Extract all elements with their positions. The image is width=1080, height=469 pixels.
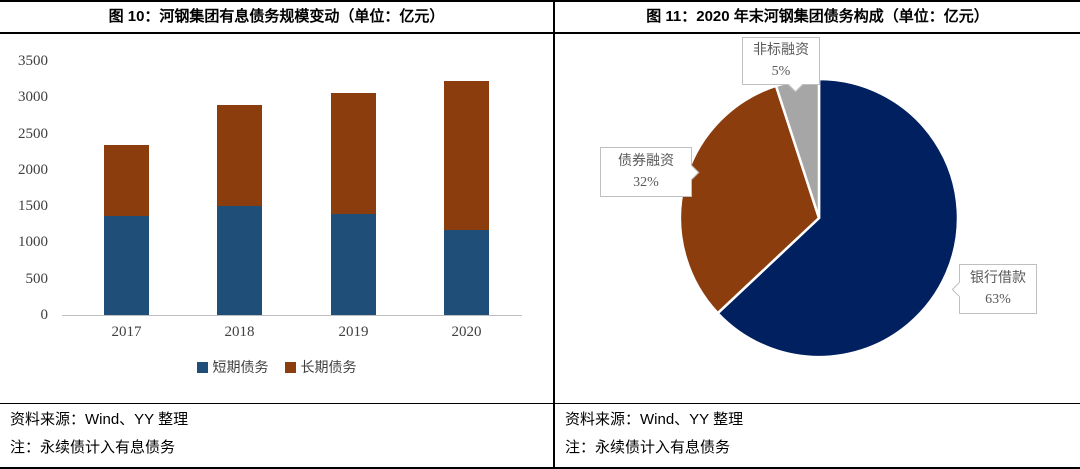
legend-label-short-term-debt: 短期债务 [212,359,269,375]
legend-label-long-term-debt: 长期债务 [300,359,357,375]
bar-segment-2018-long-term [217,104,262,207]
bar-segment-2019-long-term [331,92,376,215]
y-tick-label-0: 0 [40,307,49,323]
bar-segment-2017-short-term [104,215,149,315]
callout-bond-pct: 32% [633,175,659,190]
figure-10-title: 图 10：河钢集团有息债务规模变动（单位：亿元） [0,2,553,34]
pie-chart: 非标融资 5% 债券融资 32% 银行借款 63% [555,34,1080,403]
y-tick-label-500: 500 [25,270,49,287]
bar-segment-2020-short-term [444,230,489,315]
y-tick-label-2000: 2000 [18,161,48,178]
long-term-debt-swatch-icon [284,361,296,373]
bar-segment-2019-short-term [331,214,376,315]
bar-chart: 0 500 1000 1500 2000 2500 3000 3500 2017 2018 201… [0,34,553,403]
y-tick-label-2500: 2500 [18,125,48,142]
figure-11-title: 图 11：2020 年末河钢集团债务构成（单位：亿元） [555,2,1080,34]
note-line: 注：永续债计入有息债务 [10,439,176,456]
callout-bank-loans: 银行借款 63% [951,264,1037,314]
pie-slice-bank-loans [715,77,960,359]
category-label-2020: 2020 [451,324,482,340]
figure-10-footer: 资料来源：Wind、YY 整理 注：永续债计入有息债务 [0,403,553,467]
legend-item-short-term-debt: 短期债务 [196,357,269,377]
category-label-2018: 2018 [224,324,255,340]
category-label-2019: 2019 [338,324,369,340]
figure-11-panel: 图 11：2020 年末河钢集团债务构成（单位：亿元） 非标融资 5% 债券融资… [553,2,1080,467]
callout-nonstandard-financing: 非标融资 5% [742,37,820,93]
callout-bond-label: 债券融资 [618,154,674,169]
legend-item-long-term-debt: 长期债务 [284,357,357,377]
callout-bond-financing: 债券融资 32% [600,147,700,197]
source-line: 资料来源：Wind、YY 整理 [565,411,744,428]
y-tick-label-1000: 1000 [18,234,48,251]
callout-nonstandard-label: 非标融资 [753,43,809,58]
callout-nonstandard-pct: 5% [771,64,791,79]
note-line: 注：永续债计入有息债务 [565,439,731,456]
y-tick-label-3000: 3000 [18,89,48,106]
bar-segment-2017-long-term [104,144,149,216]
figure-11-footer: 资料来源：Wind、YY 整理 注：永续债计入有息债务 [555,403,1080,467]
callout-bank-label: 银行借款 [970,271,1026,286]
source-line: 资料来源：Wind、YY 整理 [10,411,189,428]
bar-segment-2018-short-term [217,206,262,315]
y-tick-label-1500: 1500 [18,198,48,215]
category-label-2017: 2017 [111,324,142,340]
figure-10-panel: 图 10：河钢集团有息债务规模变动（单位：亿元） 0 500 1000 1500 200… [0,2,553,467]
callout-bank-pct: 63% [985,292,1011,307]
y-tick-label-3500: 3500 [18,53,48,69]
short-term-debt-swatch-icon [196,361,208,373]
bar-legend: 短期债务 长期债务 [0,357,553,377]
x-axis-line [62,315,522,316]
pie-svg [678,77,960,359]
bar-segment-2020-long-term [444,81,489,231]
